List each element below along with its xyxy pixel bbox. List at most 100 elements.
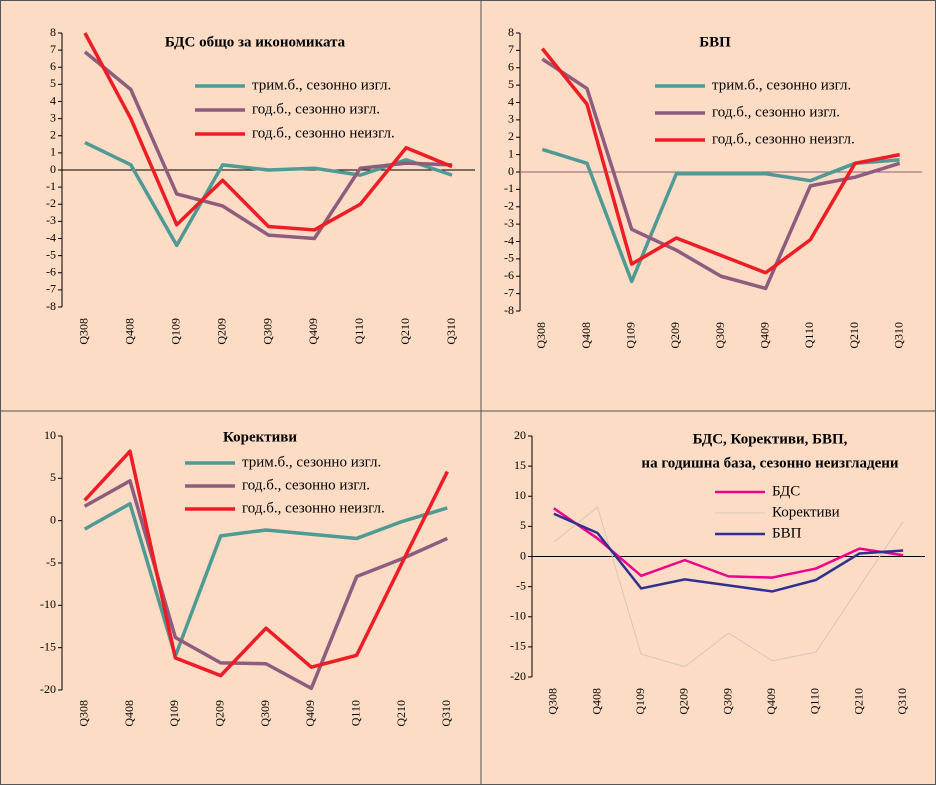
y-tick-label: -5 [46,247,56,261]
y-tick-label: 10 [514,488,526,502]
y-tick-label: -7 [46,282,56,296]
y-tick-label: -15 [40,639,56,653]
series-line [83,479,449,691]
x-tick-label: Q309 [258,700,272,727]
x-tick-label: Q309 [260,318,274,345]
y-tick-label: -6 [46,265,56,279]
x-tick-label: Q408 [122,700,136,727]
y-tick-label: -2 [46,196,56,210]
series-line [540,47,901,275]
y-tick-label: 1 [50,145,56,159]
legend-label: год.б., сезонно изгл. [252,101,380,117]
x-tick-label: Q310 [895,688,909,715]
x-tick-label: Q409 [764,688,778,715]
x-tick-label: Q110 [808,688,822,714]
y-tick-label: 8 [50,25,56,39]
x-tick-label: Q308 [546,688,560,715]
y-tick-label: 3 [508,112,514,126]
chart-title: БВП [699,34,731,50]
y-tick-label: -2 [504,199,514,213]
y-tick-label: -3 [504,216,514,230]
y-tick-label: 7 [508,42,514,56]
chart-title: БДС, Корективи, БВП, [693,431,848,447]
y-tick-label: 4 [508,94,514,108]
y-tick-label: -6 [504,268,514,282]
legend-label: Корективи [772,504,840,520]
legend-label: трим.б., сезонно изгл. [252,77,391,93]
y-tick-label: -5 [46,555,56,569]
y-tick-label: 2 [508,129,514,143]
y-tick-label: 5 [50,76,56,90]
y-tick-label: -1 [46,179,56,193]
chart-title: Корективи [223,429,297,445]
x-tick-label: Q110 [352,318,366,344]
x-tick-label: Q308 [534,322,548,349]
y-tick-label: 0 [50,162,56,176]
y-tick-label: 0 [50,512,56,526]
y-tick-label: 1 [508,146,514,160]
legend-label: БВП [772,525,802,541]
y-tick-label: -5 [504,251,514,265]
series-line [553,506,904,668]
legend-label: год.б., сезонно неизгл. [252,125,395,141]
y-tick-label: 5 [520,518,526,532]
y-tick-label: 6 [508,60,514,74]
y-tick-label: 5 [50,470,56,484]
series-line [83,449,449,678]
x-tick-label: Q409 [303,700,317,727]
y-tick-label: -4 [46,230,56,244]
y-tick-label: -4 [504,233,514,247]
x-tick-label: Q309 [720,688,734,715]
x-tick-label: Q209 [212,700,226,727]
x-tick-label: Q408 [579,322,593,349]
x-tick-label: Q310 [439,700,453,727]
y-tick-label: -10 [510,609,526,623]
x-tick-label: Q109 [623,322,637,349]
x-tick-label: Q110 [348,700,362,726]
y-tick-label: -20 [40,682,56,696]
y-tick-label: -8 [504,303,514,317]
x-tick-label: Q210 [851,688,865,715]
legend-label: год.б., сезонно неизгл. [242,500,385,516]
x-tick-label: Q308 [77,318,91,345]
x-tick-label: Q308 [76,700,90,727]
series-line [83,32,453,232]
chart-subtitle: на годишна база, сезонно неизгладени [641,455,899,471]
y-tick-label: 6 [50,59,56,73]
y-tick-label: -20 [510,669,526,683]
y-tick-label: 4 [50,93,56,107]
chart-title: БДС общо за икономиката [165,34,346,50]
y-tick-label: -1 [504,181,514,195]
y-tick-label: 20 [514,428,526,442]
legend-label: год.б., сезонно изгл. [712,104,840,120]
x-tick-label: Q408 [589,688,603,715]
series-line [541,147,900,284]
legend-label: год.б., сезонно изгл. [242,477,370,493]
legend-label: трим.б., сезонно изгл. [242,454,381,470]
x-tick-label: Q310 [891,322,905,349]
y-tick-label: -5 [516,578,526,592]
legend-label: БДС [772,483,800,499]
y-tick-label: 2 [50,128,56,142]
x-tick-label: Q209 [214,318,228,345]
x-tick-label: Q109 [168,318,182,345]
y-tick-label: 3 [50,110,56,124]
y-tick-label: 8 [508,25,514,39]
y-tick-label: -8 [46,299,56,313]
x-tick-label: Q309 [713,322,727,349]
series-line [553,512,904,593]
y-tick-label: 5 [508,77,514,91]
series-line [541,57,901,291]
x-tick-label: Q209 [668,322,682,349]
y-tick-label: -7 [504,285,514,299]
x-tick-label: Q310 [444,318,458,345]
legend-label: год.б., сезонно неизгл. [712,131,855,147]
y-tick-label: -3 [46,213,56,227]
x-tick-label: Q110 [802,322,816,348]
x-tick-label: Q408 [123,318,137,345]
x-tick-label: Q409 [757,322,771,349]
x-tick-label: Q109 [633,688,647,715]
x-tick-label: Q409 [306,318,320,345]
